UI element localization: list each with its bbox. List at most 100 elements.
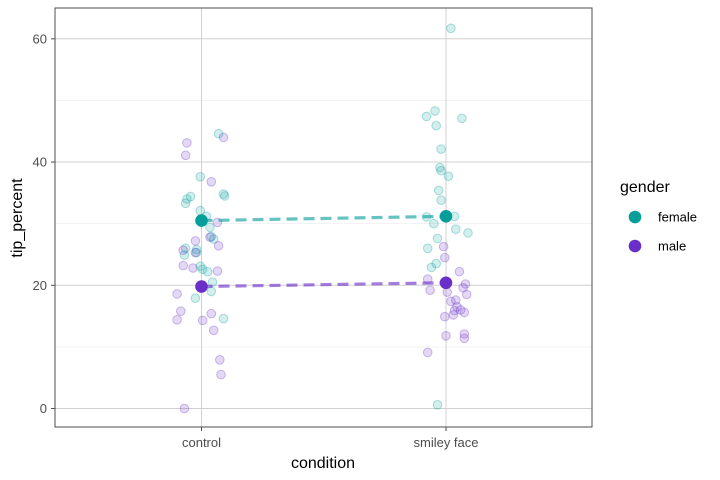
data-point-female bbox=[213, 128, 224, 139]
legend-key-female bbox=[628, 210, 642, 224]
legend-label-male: male bbox=[658, 239, 686, 254]
legend-items: female male bbox=[628, 210, 697, 254]
data-point-male bbox=[451, 295, 461, 305]
data-point-male bbox=[172, 315, 182, 325]
mean-line-male bbox=[201, 281, 447, 289]
data-point-male bbox=[190, 247, 201, 258]
data-point-male bbox=[425, 285, 435, 296]
data-point-male bbox=[208, 325, 219, 336]
data-point-female bbox=[218, 313, 229, 324]
data-point-male bbox=[446, 296, 456, 307]
data-point-male bbox=[442, 287, 453, 297]
data-point-male bbox=[458, 282, 468, 293]
data-point-male bbox=[438, 241, 449, 252]
data-point-male bbox=[461, 289, 472, 300]
y-axis-ticks: 0 20 40 60 bbox=[33, 31, 55, 416]
data-point-male bbox=[449, 305, 460, 316]
data-point-female bbox=[197, 264, 208, 275]
data-point-female bbox=[457, 113, 467, 124]
data-point-male bbox=[212, 266, 223, 276]
data-point-female bbox=[219, 191, 230, 201]
data-point-female bbox=[436, 195, 446, 205]
data-point-female bbox=[430, 106, 440, 116]
data-point-male bbox=[454, 266, 465, 277]
legend-title: gender bbox=[620, 179, 670, 196]
y-axis-title: tip_percent bbox=[9, 178, 26, 258]
data-point-male bbox=[213, 241, 224, 251]
data-point-male bbox=[205, 232, 215, 242]
data-point-female bbox=[429, 218, 439, 229]
data-point-male bbox=[459, 333, 470, 344]
data-point-female bbox=[179, 250, 190, 260]
data-point-male bbox=[452, 302, 462, 312]
data-point-female bbox=[202, 266, 213, 277]
data-point-female bbox=[218, 189, 229, 199]
mean-points bbox=[195, 210, 453, 293]
data-point-male bbox=[448, 310, 459, 320]
data-point-male bbox=[459, 307, 470, 318]
y-tick-label: 0 bbox=[40, 401, 47, 416]
data-point-male bbox=[176, 306, 186, 317]
data-point-female bbox=[463, 228, 473, 238]
data-point-female bbox=[436, 144, 446, 154]
data-point-female bbox=[432, 233, 443, 244]
data-point-female bbox=[433, 185, 444, 196]
data-point-female bbox=[206, 231, 217, 242]
plot-panel bbox=[54, 7, 593, 428]
y-tick-label: 40 bbox=[33, 155, 47, 170]
data-point-female bbox=[180, 243, 191, 254]
data-point-female bbox=[190, 293, 201, 304]
data-point-male bbox=[182, 138, 192, 148]
data-point-female bbox=[195, 172, 206, 182]
data-point-female bbox=[436, 165, 446, 176]
data-point-female bbox=[431, 120, 442, 131]
data-point-male bbox=[206, 177, 217, 187]
data-point-female bbox=[185, 191, 196, 202]
data-point-female bbox=[421, 111, 432, 122]
data-point-female bbox=[432, 400, 443, 410]
data-point-female bbox=[191, 244, 202, 255]
data-point-male bbox=[180, 150, 191, 161]
data-point-female bbox=[195, 261, 206, 272]
data-point-female bbox=[435, 162, 445, 173]
data-point-male bbox=[197, 315, 208, 326]
data-point-male bbox=[215, 355, 225, 365]
mean-point-female bbox=[195, 214, 208, 227]
x-tick-label: control bbox=[182, 435, 221, 450]
data-point-female bbox=[180, 198, 191, 209]
data-point-male bbox=[206, 308, 217, 319]
data-point-male bbox=[440, 311, 450, 322]
legend-label-female: female bbox=[658, 210, 697, 225]
data-point-female bbox=[451, 224, 461, 234]
data-point-male bbox=[190, 236, 201, 246]
legend: gender female male bbox=[620, 179, 697, 254]
data-point-male bbox=[422, 347, 433, 358]
mean-point-male bbox=[439, 276, 453, 290]
y-tick-label: 20 bbox=[33, 278, 47, 293]
data-point-female bbox=[206, 286, 217, 297]
x-axis-ticks: control smiley face bbox=[182, 427, 479, 450]
data-point-male bbox=[188, 263, 198, 273]
data-point-female bbox=[422, 243, 433, 254]
data-point-female bbox=[208, 234, 219, 244]
mean-point-female bbox=[439, 210, 453, 223]
x-tick-label: smiley face bbox=[413, 435, 478, 450]
data-point-male bbox=[179, 403, 190, 414]
data-point-female bbox=[443, 171, 454, 181]
mean-line-female bbox=[201, 214, 447, 223]
data-point-male bbox=[216, 369, 226, 380]
legend-key-male bbox=[628, 239, 642, 253]
y-gridlines bbox=[55, 38, 592, 410]
data-point-female bbox=[431, 258, 442, 269]
data-point-female bbox=[182, 194, 192, 204]
x-axis-title: condition bbox=[291, 455, 355, 472]
data-point-male bbox=[440, 252, 450, 263]
data-point-male bbox=[460, 279, 471, 289]
data-point-male bbox=[459, 329, 470, 339]
panel-border bbox=[54, 7, 593, 428]
data-point-female bbox=[191, 247, 202, 258]
data-point-male bbox=[172, 289, 182, 299]
legend-item-male: male bbox=[628, 239, 686, 254]
data-point-female bbox=[446, 23, 456, 34]
